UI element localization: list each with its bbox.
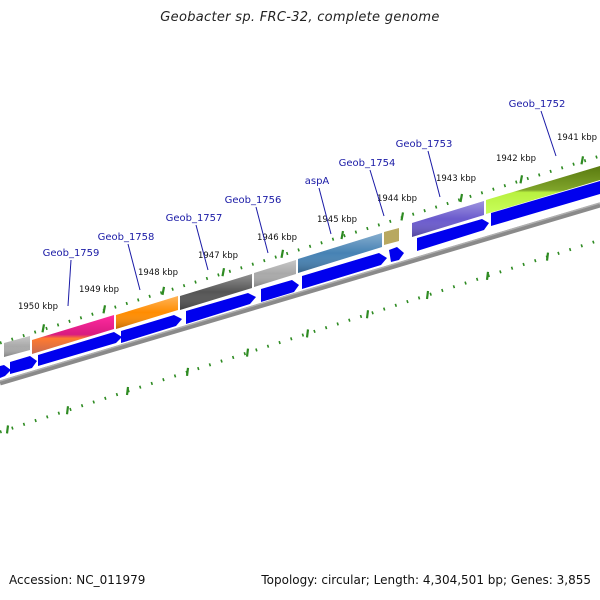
gene-geob-1758-shade xyxy=(116,296,178,329)
major-tick xyxy=(161,286,166,296)
gene-label-callout xyxy=(427,150,441,198)
gene-label-callout xyxy=(540,110,557,157)
tick-labels: 1941 kbp 1942 kbp 1943 kbp 1944 kbp 1945 kbp… xyxy=(18,133,597,312)
inner-major-tick xyxy=(185,367,190,376)
gene-geob-1757-shade xyxy=(180,274,252,310)
genome-backbone-highlight xyxy=(0,202,600,382)
gene-label-geob-1757[interactable]: Geob_1757 xyxy=(166,213,223,224)
gene-geob-1752[interactable] xyxy=(486,166,600,214)
gene-feature-track xyxy=(4,166,600,357)
inner-major-tick xyxy=(365,310,370,319)
major-tick xyxy=(41,324,46,333)
tick-label: 1947 kbp xyxy=(198,251,238,261)
tick-label: 1944 kbp xyxy=(377,194,417,204)
gene-label-geob-1758[interactable]: Geob_1758 xyxy=(98,232,155,243)
major-tick xyxy=(400,212,405,221)
accession-text: Accession: NC_011979 xyxy=(9,573,146,587)
genome-backbone xyxy=(0,202,600,386)
gene-geob-1756-shade xyxy=(254,260,296,287)
gene-label-callout xyxy=(318,187,332,235)
gene-label-callout xyxy=(255,206,269,254)
gene-label-callout xyxy=(127,243,141,291)
major-tick xyxy=(459,193,464,203)
tick-label: 1945 kbp xyxy=(317,215,357,225)
gene-label-callout xyxy=(195,224,209,271)
inner-major-tick xyxy=(245,348,250,357)
gene-label-callout xyxy=(369,169,385,217)
inner-major-tick xyxy=(485,271,490,280)
inner-major-tick xyxy=(5,425,10,434)
inner-major-tick xyxy=(545,252,550,261)
major-tick xyxy=(519,175,524,184)
major-tick xyxy=(340,230,345,240)
tick-label: 1950 kbp xyxy=(18,302,58,312)
tick-label: 1946 kbp xyxy=(257,233,297,243)
gene-label-geob-1756[interactable]: Geob_1756 xyxy=(225,195,282,206)
gene-geob-1753-shade xyxy=(412,201,484,237)
gene-asp-a-shade xyxy=(298,233,382,273)
gene-label-geob-1754[interactable]: Geob_1754 xyxy=(339,158,396,169)
cds-arrow[interactable] xyxy=(10,356,37,374)
inner-minor-ticks xyxy=(0,238,600,434)
inner-major-tick xyxy=(425,290,430,300)
cds-arrow[interactable] xyxy=(38,332,122,366)
gene-label-aspa[interactable]: aspA xyxy=(305,176,330,187)
tick-label: 1948 kbp xyxy=(138,268,178,278)
gene-label-geob-1759[interactable]: Geob_1759 xyxy=(43,248,100,259)
tick-label: 1942 kbp xyxy=(496,154,536,164)
cds-arrow[interactable] xyxy=(491,181,600,226)
cds-arrow[interactable] xyxy=(417,219,489,251)
major-tick xyxy=(280,249,285,259)
topology-text: Topology: circular; Length: 4,304,501 bp… xyxy=(261,573,591,587)
tick-label: 1941 kbp xyxy=(557,133,597,143)
cds-arrow[interactable] xyxy=(261,280,299,302)
cds-arrow[interactable] xyxy=(302,253,387,289)
cds-arrow[interactable] xyxy=(0,365,11,378)
inner-major-ticks xyxy=(5,252,550,434)
gene-geob-1754[interactable] xyxy=(384,228,399,245)
inner-major-tick xyxy=(305,329,310,338)
inner-major-tick xyxy=(125,386,130,396)
gene-geob-1759[interactable] xyxy=(32,315,114,354)
cds-arrow[interactable] xyxy=(186,293,256,324)
genome-title: Geobacter sp. FRC-32, complete genome xyxy=(160,10,440,25)
gene-partial-grey-shade xyxy=(4,336,30,357)
cds-arrow[interactable] xyxy=(389,247,404,262)
cds-arrow[interactable] xyxy=(121,315,182,343)
outer-major-ticks xyxy=(41,156,585,333)
inner-major-tick xyxy=(65,406,70,415)
major-tick xyxy=(221,267,226,277)
cds-arrow-track xyxy=(0,181,600,378)
major-tick xyxy=(580,156,585,165)
tick-label: 1943 kbp xyxy=(436,174,476,184)
gene-label-geob-1753[interactable]: Geob_1753 xyxy=(396,139,453,150)
tick-label: 1949 kbp xyxy=(79,285,119,295)
gene-label-geob-1752[interactable]: Geob_1752 xyxy=(509,99,566,110)
major-tick xyxy=(102,305,107,314)
gene-label-callout xyxy=(67,259,72,307)
